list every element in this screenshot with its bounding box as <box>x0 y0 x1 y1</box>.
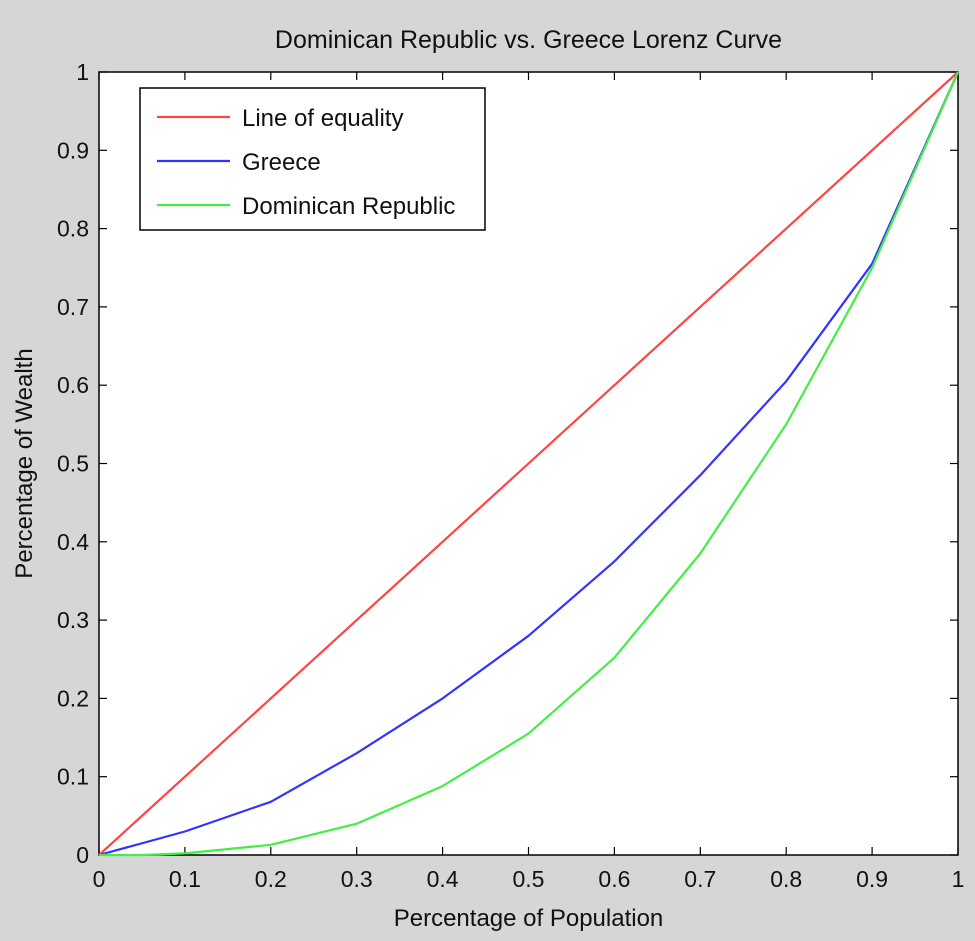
y-tick-label: 0.9 <box>57 137 89 163</box>
y-tick-label: 0.4 <box>57 529 89 555</box>
legend-label: Greece <box>242 149 321 176</box>
x-tick-label: 0.3 <box>341 866 373 892</box>
series-line-greece <box>98 71 960 857</box>
y-tick-label: 0 <box>76 842 89 868</box>
series-line-dominican-republic <box>99 71 960 857</box>
x-tick-label: 0.9 <box>856 866 888 892</box>
y-tick-label: 0.5 <box>57 451 89 477</box>
x-tick-label: 0.5 <box>513 866 545 892</box>
y-tick-label: 0.6 <box>57 372 89 398</box>
legend-box <box>139 87 486 231</box>
chart-title: Dominican Republic vs. Greece Lorenz Cur… <box>275 26 782 54</box>
x-tick-label: 0.6 <box>598 866 630 892</box>
y-tick-label: 1 <box>76 59 89 85</box>
y-axis-label: Percentage of Wealth <box>11 348 38 578</box>
y-tick-label: 0.3 <box>57 607 89 633</box>
series-lines <box>98 71 960 857</box>
legend-label: Line of equality <box>242 105 403 132</box>
y-tick-label: 0.1 <box>57 764 89 790</box>
x-tick-label: 0.4 <box>427 866 459 892</box>
x-tick-label: 1 <box>952 866 965 892</box>
x-tick-label: 0.2 <box>255 866 287 892</box>
y-tick-label: 0.2 <box>57 685 89 711</box>
legend: Line of equality Greece Dominican Republic <box>139 87 486 231</box>
x-tick-label: 0.7 <box>684 866 716 892</box>
legend-label: Dominican Republic <box>242 193 455 220</box>
y-tick-label: 0.7 <box>57 294 89 320</box>
y-tick-label: 0.8 <box>57 216 89 242</box>
x-tick-label: 0.1 <box>169 866 201 892</box>
x-axis-label: Percentage of Population <box>394 905 664 932</box>
series-line-line-of-equality <box>98 71 959 856</box>
x-tick-label: 0 <box>93 866 106 892</box>
axis-ticks: 0 0.1 0.2 0.3 0.4 0.5 0.6 0.7 0.8 0.9 1 0 0.1 0.2 0.3 0… <box>57 59 964 892</box>
x-tick-label: 0.8 <box>770 866 802 892</box>
